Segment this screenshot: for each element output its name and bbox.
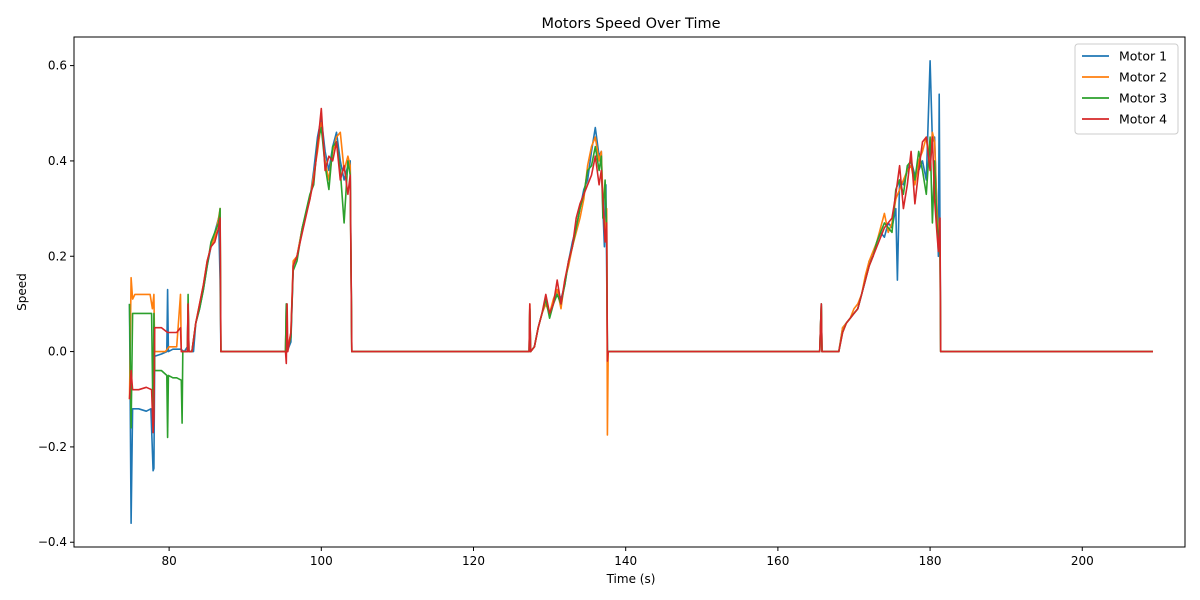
x-tick-label: 80 bbox=[161, 554, 176, 568]
x-tick-label: 120 bbox=[462, 554, 485, 568]
x-tick-label: 100 bbox=[310, 554, 333, 568]
y-tick-label: 0.2 bbox=[48, 249, 67, 263]
y-tick-label: 0.6 bbox=[48, 59, 67, 73]
legend-label: Motor 3 bbox=[1119, 91, 1167, 106]
x-tick-label: 160 bbox=[766, 554, 789, 568]
legend-label: Motor 1 bbox=[1119, 49, 1167, 64]
chart-title: Motors Speed Over Time bbox=[541, 16, 720, 32]
legend-label: Motor 4 bbox=[1119, 112, 1167, 127]
y-axis-label: Speed bbox=[15, 273, 29, 311]
legend-label: Motor 2 bbox=[1119, 70, 1167, 85]
y-tick-label: −0.4 bbox=[38, 535, 67, 549]
series-line-motor-4 bbox=[128, 107, 1153, 434]
x-tick-label: 140 bbox=[614, 554, 637, 568]
legend: Motor 1 Motor 2 Motor 3 Motor 4 bbox=[1074, 43, 1179, 135]
y-axis: −0.4 −0.2 0.0 0.2 0.4 0.6 bbox=[38, 59, 74, 549]
series-layer bbox=[128, 60, 1153, 524]
y-tick-label: −0.2 bbox=[38, 440, 67, 454]
y-tick-label: 0.4 bbox=[48, 154, 67, 168]
y-tick-label: 0.0 bbox=[48, 345, 67, 359]
x-tick-label: 180 bbox=[919, 554, 942, 568]
legend-box bbox=[1074, 43, 1179, 135]
x-axis: 80 100 120 140 160 180 200 bbox=[161, 547, 1094, 568]
x-tick-label: 200 bbox=[1071, 554, 1094, 568]
x-axis-label: Time (s) bbox=[606, 572, 656, 586]
plot-frame bbox=[73, 36, 1186, 548]
